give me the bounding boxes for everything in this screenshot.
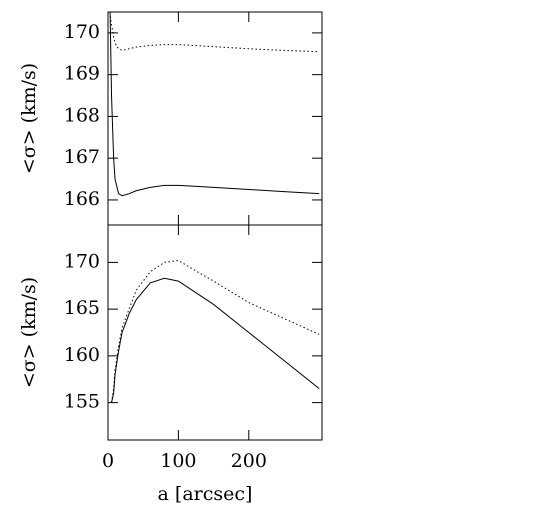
y-axis-label: <σ> (km/s): [18, 63, 40, 174]
y-tick-label: 169: [64, 63, 100, 85]
curve: [109, 16, 320, 53]
curve: [109, 11, 320, 197]
plot-frame: [107, 11, 323, 226]
y-tick-label: 166: [64, 188, 100, 210]
y-tick-label: 167: [64, 146, 100, 168]
x-tick-label: 0: [102, 450, 114, 472]
x-axis-label: a [arcsec]: [158, 483, 253, 505]
x-tick-label: 100: [160, 450, 196, 472]
curve: [111, 260, 320, 403]
y-axis-label: <σ> (km/s): [18, 277, 40, 388]
y-tick-label: 168: [64, 104, 100, 126]
y-tick-label: 160: [64, 344, 100, 366]
y-tick-label: 165: [64, 297, 100, 319]
curve: [111, 277, 320, 403]
y-tick-label: 170: [64, 250, 100, 272]
y-tick-label: 170: [64, 21, 100, 43]
y-tick-label: 155: [64, 391, 100, 413]
x-tick-label: 200: [231, 450, 267, 472]
plot-frame: [107, 224, 323, 441]
